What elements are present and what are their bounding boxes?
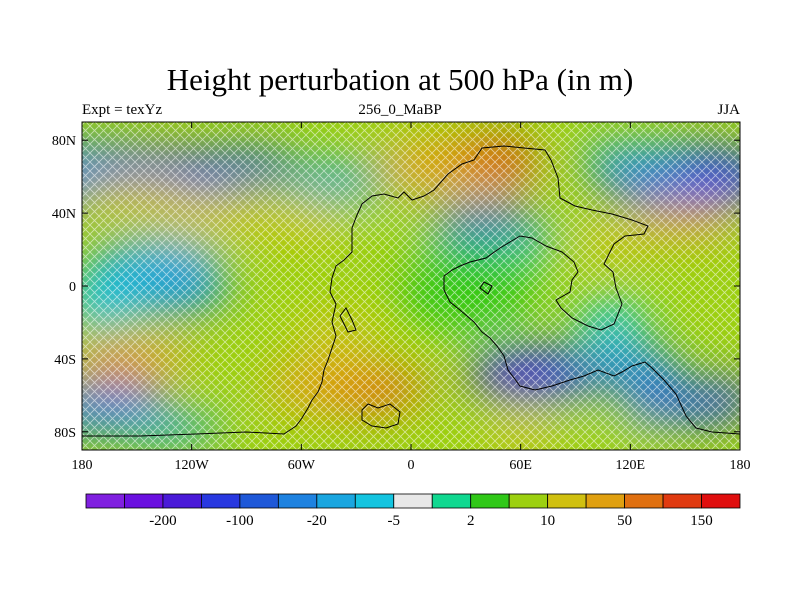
colorbar-swatch — [508, 493, 549, 509]
colorbar: -200 -100 -20 -5 2 10 50 150 — [85, 493, 741, 529]
x-tick-label: 120W — [175, 458, 210, 473]
colorbar-swatch — [277, 493, 318, 509]
case-label: 256_0_MaBP — [358, 102, 442, 118]
x-tick-label: 180 — [72, 458, 93, 473]
x-tick-label: 60E — [509, 458, 532, 473]
x-tick-label: 120E — [616, 458, 646, 473]
y-tick-label: 80S — [54, 426, 76, 441]
colorbar-swatch — [316, 493, 356, 509]
colorbar-swatch — [239, 493, 279, 509]
colorbar-swatch — [624, 493, 664, 509]
colorbar-swatch — [547, 493, 587, 509]
axis-ticks: 180 120W 60W 0 60E 120E 180 80N 40N 0 40S 80S — [52, 122, 751, 473]
x-tick-label: 180 — [730, 458, 751, 473]
colorbar-swatch — [393, 493, 433, 509]
season-label: JJA — [717, 102, 740, 118]
significance-hatching — [82, 122, 740, 450]
colorbar-label: 50 — [617, 513, 632, 529]
colorbar-label: -20 — [307, 513, 327, 529]
colorbar-swatch — [162, 493, 202, 509]
colorbar-label: -200 — [149, 513, 177, 529]
colorbar-label: -5 — [388, 513, 401, 529]
map-field — [82, 122, 740, 450]
colorbar-swatch — [124, 493, 164, 509]
colorbar-swatch — [354, 493, 395, 509]
y-tick-label: 40S — [54, 353, 76, 368]
colorbar-swatch — [585, 493, 625, 509]
colorbar-swatch — [85, 493, 125, 509]
colorbar-swatch — [662, 493, 702, 509]
colorbar-swatch — [431, 493, 472, 509]
experiment-label: Expt = texYz — [82, 102, 163, 118]
y-tick-label: 0 — [69, 280, 76, 295]
colorbar-swatch — [701, 493, 741, 509]
colorbar-label: 150 — [690, 513, 713, 529]
chart-title: Height perturbation at 500 hPa (in m) — [166, 62, 634, 97]
colorbar-swatch — [201, 493, 241, 509]
colorbar-swatch — [470, 493, 510, 509]
colorbar-label: 2 — [467, 513, 475, 529]
colorbar-label: -100 — [226, 513, 254, 529]
x-tick-label: 0 — [408, 458, 415, 473]
colorbar-label: 10 — [540, 513, 555, 529]
y-tick-label: 80N — [52, 134, 76, 149]
x-tick-label: 60W — [288, 458, 316, 473]
coastlines — [82, 145, 740, 437]
y-tick-label: 40N — [52, 207, 76, 222]
